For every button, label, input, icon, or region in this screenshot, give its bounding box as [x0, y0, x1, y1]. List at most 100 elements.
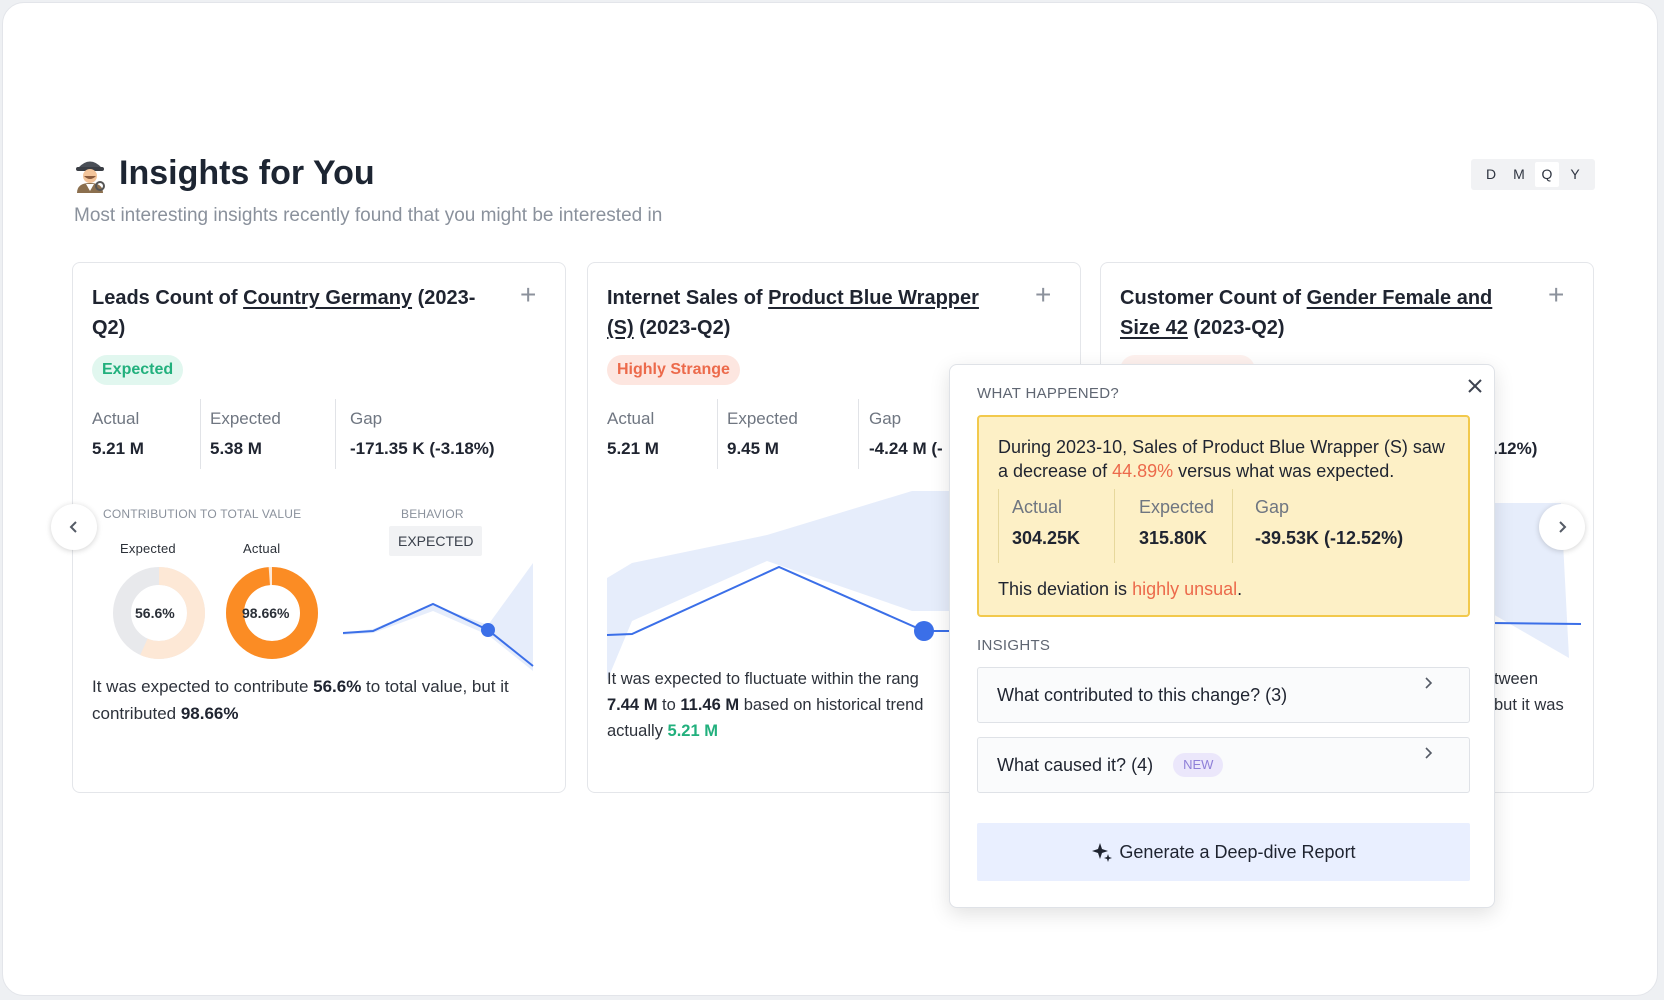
behavior-sparkline: [343, 563, 534, 671]
generate-report-label: Generate a Deep-dive Report: [1119, 841, 1356, 862]
chevron-left-icon: [69, 521, 77, 533]
donut-arc: [226, 567, 318, 659]
metric-expected: Expected 9.45 M: [727, 401, 798, 471]
status-badge: Expected: [92, 355, 184, 385]
divider: [1232, 489, 1233, 563]
current-point: [481, 623, 495, 637]
insight-card-leads[interactable]: Leads Count of Country Germany (2023-Q2)…: [72, 262, 566, 793]
metric-label: Actual: [607, 409, 655, 428]
trend-chart: [607, 491, 967, 681]
text-part: but it was: [1494, 696, 1564, 714]
carousel-next-button[interactable]: [1539, 504, 1585, 550]
card-title: Customer Count of Gender Female and Size…: [1120, 283, 1520, 343]
text-actual: 98.66%: [180, 704, 239, 723]
metric-expected: Expected 5.38 M: [210, 401, 281, 471]
add-icon[interactable]: +: [1035, 279, 1052, 310]
donut-actual-chart: [226, 567, 318, 659]
metric-value: 5.21 M: [92, 439, 144, 458]
metric-label: Actual: [1012, 497, 1063, 517]
chevron-right-icon: [1425, 747, 1433, 759]
donut-actual-value: 98.66%: [242, 605, 290, 621]
period-option-y[interactable]: Y: [1570, 166, 1580, 182]
metric-label: Expected: [210, 409, 281, 428]
metric-label: Gap: [869, 409, 902, 428]
text-part: .: [1237, 579, 1243, 599]
popup-metric-gap: Gap -39.53K (-12.52%): [1255, 489, 1403, 563]
metric-gap: Gap -171.35 K (-3.18%): [350, 401, 495, 471]
generate-report-button[interactable]: Generate a Deep-dive Report: [977, 823, 1470, 881]
popover-heading: WHAT HAPPENED?: [977, 385, 1120, 402]
text-actual: 5.21 M: [667, 722, 718, 740]
donut-expected-label: Expected: [120, 541, 176, 556]
metric-label: Actual: [92, 409, 140, 428]
insight-causes-row[interactable]: What caused it? (4) NEW: [977, 737, 1470, 793]
card-title: Leads Count of Country Germany (2023-Q2): [92, 283, 492, 343]
divider: [858, 399, 859, 469]
metric-value: -171.35 K (-3.18%): [350, 439, 495, 458]
text-part: It was expected to contribute: [92, 677, 314, 696]
close-icon[interactable]: [1464, 375, 1486, 397]
actual-line: [1491, 622, 1582, 625]
text-part: tween: [1494, 670, 1539, 688]
text-part: based on historical trend: [739, 696, 924, 714]
add-icon[interactable]: +: [1548, 279, 1565, 310]
period-option-d[interactable]: D: [1485, 166, 1497, 182]
period-selector: D M Q Y: [1471, 159, 1595, 190]
text-part: This deviation is: [998, 579, 1133, 599]
behavior-badge: EXPECTED: [389, 526, 483, 556]
period-option-q[interactable]: Q: [1535, 162, 1559, 187]
detective-emoji-icon: [76, 161, 105, 193]
insight-contributors-row[interactable]: What contributed to this change? (3): [977, 667, 1470, 723]
card-title-prefix: Internet Sales of: [607, 287, 769, 309]
contribution-label: CONTRIBUTION TO TOTAL VALUE: [103, 507, 302, 521]
insight-label: What caused it? (4): [997, 754, 1154, 775]
card-title-link[interactable]: Gender Female and Size 42: [1120, 287, 1493, 339]
deviation-emphasis: highly unsual: [1132, 579, 1238, 599]
summary-box: During 2023-10, Sales of Product Blue Wr…: [977, 415, 1470, 617]
text-part: to: [657, 696, 681, 714]
deviation-text: This deviation is highly unsual.: [998, 579, 1242, 600]
card-title-link[interactable]: Country Germany: [243, 287, 413, 309]
card-title-suffix: (2023-Q2): [1187, 317, 1285, 339]
page-title: Insights for You: [119, 153, 375, 192]
expected-band: [343, 563, 533, 671]
divider: [1114, 489, 1115, 563]
sparkle-icon: [1092, 843, 1113, 862]
carousel-prev-button[interactable]: [51, 504, 97, 550]
behavior-label: BEHAVIOR: [401, 507, 464, 521]
metric-value: 5.21 M: [607, 439, 659, 458]
divider: [200, 399, 201, 469]
metric-value: 304.25K: [1012, 528, 1081, 548]
metric-gap: .12%): [1493, 401, 1537, 471]
metric-value: -39.53K (-12.52%): [1255, 528, 1404, 548]
text-part: actually: [607, 722, 668, 740]
metric-label: Expected: [1139, 497, 1215, 517]
add-icon[interactable]: +: [520, 279, 537, 310]
text-expected: 56.6%: [313, 677, 362, 696]
text-low: 7.44 M: [607, 696, 658, 714]
divider: [335, 399, 336, 469]
card-description: It was expected to fluctuate within the …: [607, 666, 987, 744]
donut-actual-label: Actual: [243, 541, 281, 556]
page-subtitle: Most interesting insights recently found…: [74, 205, 663, 226]
card-title-prefix: Leads Count of: [92, 287, 244, 309]
metric-label: [1493, 409, 1537, 429]
text-part: During 2023-10, Sales of Product Blue Wr…: [998, 437, 1445, 481]
donut-arc: [113, 567, 205, 659]
popup-metric-actual: Actual 304.25K: [1012, 489, 1080, 563]
card-title-prefix: Customer Count of: [1120, 287, 1307, 309]
chevron-right-icon: [1425, 677, 1433, 689]
metric-value: 9.45 M: [727, 439, 779, 458]
card-title-suffix: (2023-Q2): [633, 317, 731, 339]
donut-expected-chart: [113, 567, 205, 659]
metric-actual: Actual 5.21 M: [607, 401, 659, 471]
metric-value: 315.80K: [1139, 528, 1208, 548]
metric-value: .12%): [1493, 439, 1538, 458]
what-happened-popover: WHAT HAPPENED? During 2023-10, Sales of …: [949, 364, 1495, 908]
current-point: [914, 621, 934, 641]
new-badge: NEW: [1173, 753, 1224, 777]
card-title-link[interactable]: Product Blue Wrapper (S): [607, 287, 979, 339]
period-option-m[interactable]: M: [1513, 166, 1525, 182]
metric-label: Gap: [1255, 497, 1290, 517]
summary-text: During 2023-10, Sales of Product Blue Wr…: [998, 435, 1458, 483]
